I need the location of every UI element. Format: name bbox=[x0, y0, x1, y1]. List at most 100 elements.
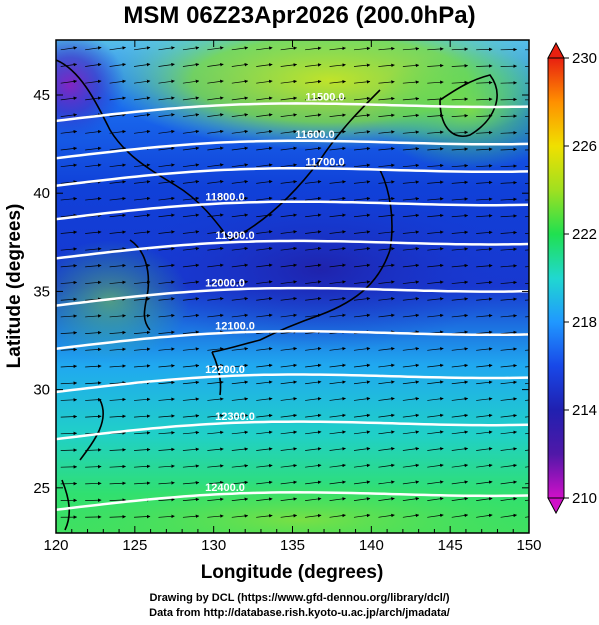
wind-arrow bbox=[329, 380, 346, 385]
wind-arrow bbox=[158, 180, 175, 184]
x-tick-label: 120 bbox=[43, 537, 68, 554]
wind-arrow bbox=[280, 129, 298, 134]
wind-arrow bbox=[207, 213, 224, 218]
wind-arrow bbox=[280, 146, 298, 151]
wind-arrow bbox=[60, 113, 78, 117]
wind-arrow bbox=[85, 397, 102, 402]
colorbar-ticks: 210 214 218 222 226 230 bbox=[564, 50, 597, 507]
wind-arrow bbox=[500, 247, 517, 251]
wind-arrow bbox=[476, 347, 493, 351]
wind-arrow bbox=[256, 146, 273, 151]
chart-title: MSM 06Z23Apr2026 (200.0hPa) bbox=[123, 2, 476, 29]
wind-arrow bbox=[451, 447, 469, 451]
wind-arrow bbox=[109, 448, 126, 452]
wind-arrow bbox=[231, 363, 249, 368]
wind-arrow bbox=[500, 297, 517, 301]
wind-arrow bbox=[60, 129, 78, 134]
wind-arrow bbox=[207, 414, 224, 418]
wind-arrow bbox=[427, 447, 444, 451]
wind-arrow bbox=[476, 230, 493, 235]
wind-arrow bbox=[134, 330, 151, 335]
wind-arrow bbox=[182, 46, 200, 51]
contour-line bbox=[56, 286, 529, 307]
wind-arrow bbox=[353, 296, 371, 301]
wind-arrow bbox=[525, 382, 529, 385]
wind-arrow bbox=[231, 497, 249, 501]
wind-arrow bbox=[451, 363, 469, 368]
wind-arrow bbox=[109, 247, 126, 251]
wind-arrow bbox=[231, 447, 249, 451]
wind-arrow bbox=[402, 363, 420, 368]
wind-arrow bbox=[500, 480, 517, 485]
wind-arrow bbox=[182, 96, 200, 101]
wind-arrow bbox=[85, 129, 102, 134]
wind-arrow bbox=[134, 313, 151, 318]
wind-arrow bbox=[256, 63, 273, 67]
wind-arrow bbox=[256, 230, 273, 234]
wind-arrow bbox=[182, 430, 200, 435]
wind-arrow bbox=[402, 280, 420, 284]
wind-arrow bbox=[353, 497, 371, 501]
wind-arrow bbox=[427, 130, 444, 135]
wind-arrow bbox=[329, 263, 346, 268]
wind-arrow bbox=[280, 513, 298, 518]
contour-label: 11500.0 bbox=[305, 92, 344, 104]
wind-arrow bbox=[85, 297, 102, 301]
wind-arrow bbox=[476, 430, 493, 435]
wind-arrow bbox=[280, 79, 298, 84]
wind-arrow bbox=[85, 464, 102, 469]
wind-arrow bbox=[451, 47, 469, 51]
wind-arrow bbox=[231, 46, 249, 51]
wind-arrow bbox=[256, 514, 273, 518]
contour-label: 12300.0 bbox=[215, 411, 255, 423]
wind-arrow bbox=[427, 113, 444, 118]
wind-arrow bbox=[231, 296, 249, 301]
wind-arrow bbox=[476, 397, 493, 401]
wind-arrow bbox=[182, 347, 200, 351]
wind-arrow bbox=[85, 364, 102, 368]
wind-arrow bbox=[476, 313, 493, 318]
wind-arrow bbox=[305, 280, 322, 284]
wind-arrow bbox=[109, 397, 126, 402]
wind-arrow bbox=[207, 313, 224, 318]
wind-arrow bbox=[353, 513, 371, 518]
wind-arrow bbox=[500, 497, 517, 501]
wind-arrow bbox=[207, 363, 224, 368]
wind-arrow bbox=[476, 214, 493, 218]
wind-arrow bbox=[353, 463, 371, 468]
wind-arrow bbox=[182, 280, 200, 284]
colorbar-top-arrow bbox=[547, 41, 565, 59]
wind-arrow bbox=[280, 213, 298, 218]
wind-arrow bbox=[378, 280, 395, 284]
wind-arrow bbox=[476, 247, 493, 251]
wind-arrow bbox=[256, 363, 273, 368]
wind-arrow bbox=[158, 113, 175, 117]
wind-arrow bbox=[207, 464, 224, 468]
contour-line bbox=[56, 102, 529, 123]
wind-arrow bbox=[280, 63, 298, 67]
wind-arrow bbox=[451, 280, 469, 285]
wind-arrow bbox=[305, 46, 322, 51]
wind-arrow bbox=[329, 213, 346, 218]
wind-arrow bbox=[182, 497, 200, 502]
wind-arrow bbox=[305, 129, 322, 134]
x-tick-label: 145 bbox=[438, 537, 463, 554]
wind-arrow bbox=[207, 79, 224, 84]
wind-arrow bbox=[500, 164, 517, 168]
wind-arrow bbox=[500, 180, 517, 185]
wind-arrow bbox=[500, 413, 517, 418]
wind-arrow bbox=[85, 62, 102, 67]
wind-arrow bbox=[353, 430, 371, 435]
wind-arrow bbox=[305, 246, 322, 251]
map-field: 11500.0 11600.0 11700.0 11800.0 11900.0 12000… bbox=[56, 40, 529, 533]
wind-arrow bbox=[525, 483, 529, 485]
wind-arrow bbox=[280, 113, 298, 117]
wind-arrow bbox=[378, 113, 395, 118]
y-axis: 25 30 35 40 45 bbox=[33, 87, 529, 497]
wind-arrow bbox=[476, 497, 493, 501]
wind-arrow bbox=[500, 380, 517, 385]
wind-arrow bbox=[207, 397, 224, 401]
wind-arrow bbox=[353, 346, 371, 351]
wind-arrow bbox=[353, 313, 371, 318]
wind-arrow bbox=[280, 380, 298, 385]
